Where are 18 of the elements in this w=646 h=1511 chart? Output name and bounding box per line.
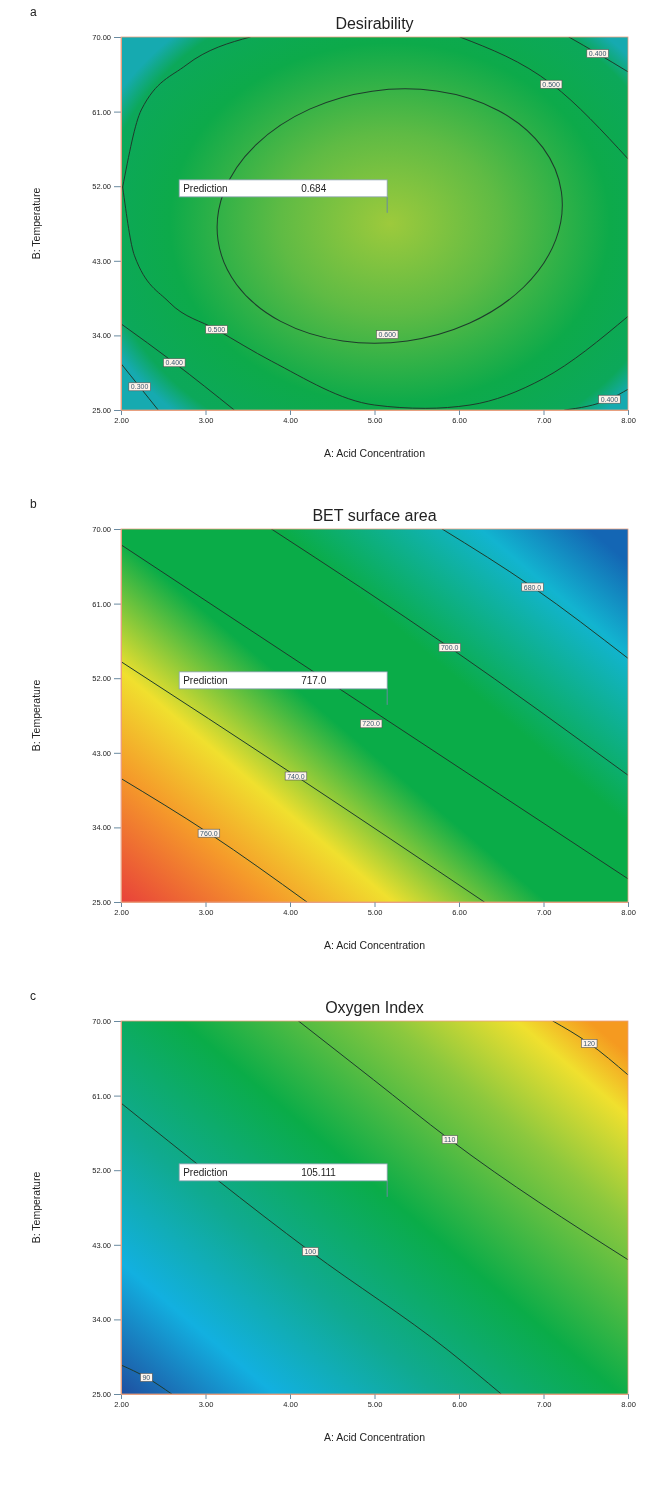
text: b [30,497,37,511]
chart-title: Desirability [335,15,414,32]
annotation: Prediction [183,1167,228,1179]
x-axis-title: A: Acid Concentration [324,1431,426,1443]
y-axis-title: B: Temperature [30,1171,42,1244]
x-axis-title: A: Acid Concentration [324,447,426,459]
annotation: 105.111 [301,1167,337,1179]
y-axis-title: B: Temperature [30,187,42,260]
chart-title: Oxygen Index [325,999,424,1016]
chart-title: BET surface area [312,507,437,524]
annotation: Prediction [183,183,228,195]
text: c [30,989,36,1003]
annotation: 717.0 [301,675,327,687]
annotation: Prediction [183,675,228,687]
y-axis-title: B: Temperature [30,679,42,752]
x-axis-title: A: Acid Concentration [324,939,426,951]
annotation: 0.684 [301,183,327,195]
text: a [30,5,37,19]
